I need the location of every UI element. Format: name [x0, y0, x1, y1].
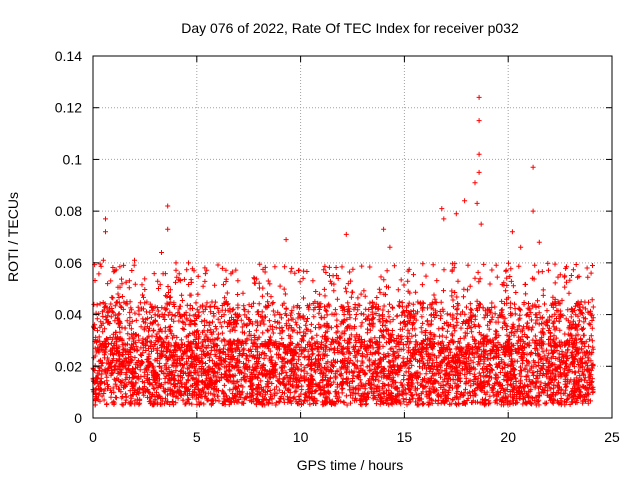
roti-scatter-markers [90, 94, 596, 408]
y-axis-label: ROTI / TECUs [5, 192, 21, 282]
x-tick-label: 10 [293, 429, 309, 445]
y-tick-label: 0.12 [55, 100, 82, 116]
x-tick-label: 15 [397, 429, 413, 445]
y-tick-label: 0.14 [55, 48, 82, 64]
y-tick-label: 0 [74, 410, 82, 426]
chart-title: Day 076 of 2022, Rate Of TEC Index for r… [181, 20, 519, 36]
x-tick-label: 20 [500, 429, 516, 445]
x-tick-label: 0 [89, 429, 97, 445]
axis-ticks: 0 0.02 0.04 0.06 0.08 0.1 0.12 0.14 0 5 10 15 20 25 [55, 48, 620, 445]
x-axis-label: GPS time / hours [297, 457, 404, 473]
y-tick-label: 0.08 [55, 203, 82, 219]
y-tick-label: 0.1 [63, 151, 83, 167]
y-tick-label: 0.06 [55, 255, 82, 271]
x-tick-label: 25 [604, 429, 620, 445]
y-tick-label: 0.02 [55, 358, 82, 374]
x-tick-label: 5 [193, 429, 201, 445]
y-tick-label: 0.04 [55, 307, 82, 323]
plot-frame [92, 55, 613, 419]
data-points [90, 94, 596, 408]
